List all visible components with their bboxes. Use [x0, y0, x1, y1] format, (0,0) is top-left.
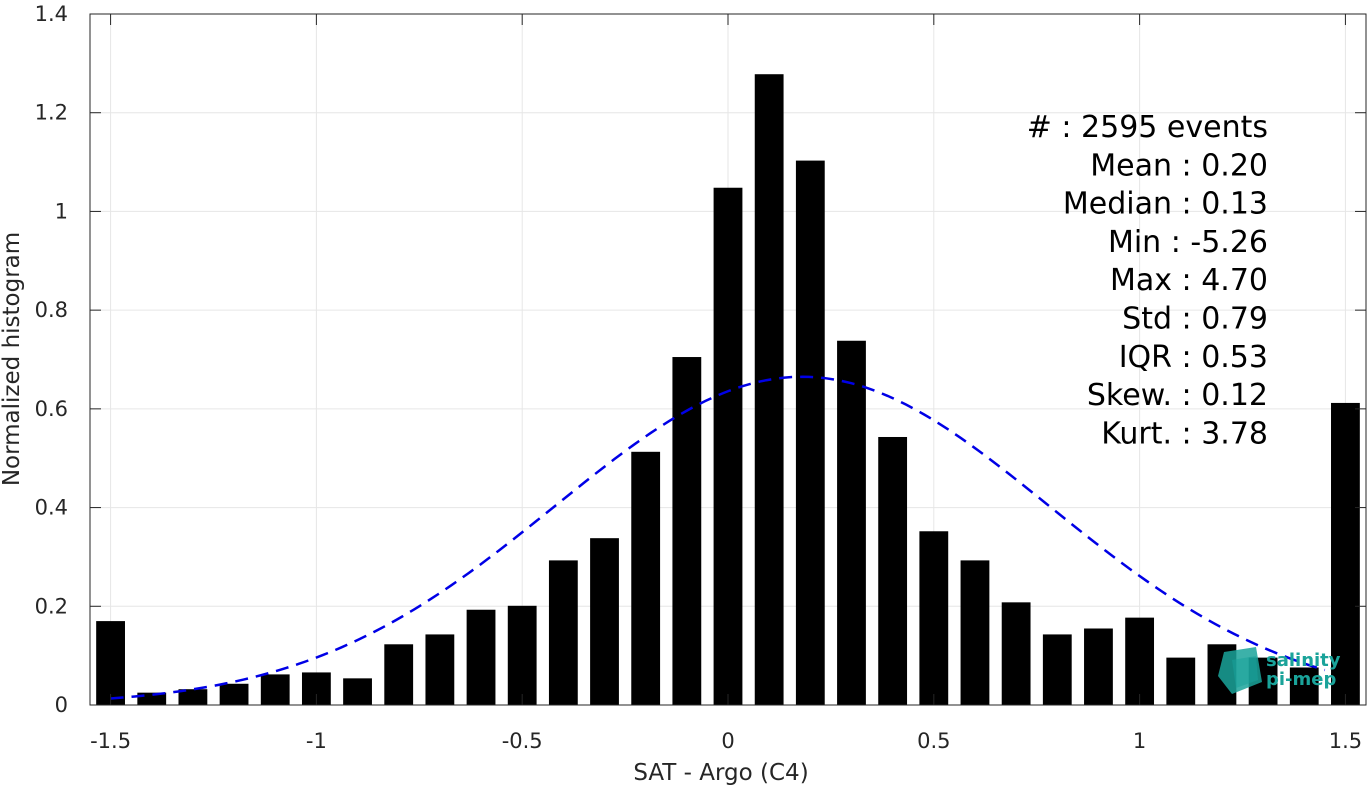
x-tick-label: -0.5 — [502, 729, 543, 753]
histogram-bar — [795, 160, 825, 706]
x-tick-label: -1 — [306, 729, 327, 753]
x-axis-title: SAT - Argo (C4) — [633, 760, 808, 786]
histogram-bar — [590, 538, 619, 705]
histogram-bar — [1331, 402, 1360, 705]
y-axis-title: Normalized histogram — [0, 232, 25, 486]
y-tick-label: 0.8 — [35, 298, 68, 322]
histogram-bar — [507, 605, 537, 705]
x-tick-label: 0 — [721, 729, 734, 753]
y-tick-label: 0.2 — [35, 594, 68, 618]
stat-line: IQR : 0.53 — [1119, 340, 1268, 375]
histogram-bar — [1084, 628, 1113, 705]
x-tick-label: -1.5 — [90, 729, 131, 753]
histogram-bar — [260, 674, 290, 705]
histogram-bar — [960, 560, 990, 705]
stat-line: Min : -5.26 — [1108, 225, 1268, 260]
histogram-bar — [219, 683, 249, 705]
logo-mark-shade-icon — [1232, 656, 1258, 688]
histogram-bar — [1166, 657, 1196, 705]
histogram-bar — [1125, 617, 1155, 705]
stat-line: Max : 4.70 — [1110, 263, 1268, 298]
histogram-bar — [96, 621, 125, 705]
histogram-bar — [1001, 602, 1031, 705]
histogram-bar — [631, 451, 661, 705]
histogram-bars — [96, 74, 1360, 706]
histogram-bar — [343, 678, 372, 705]
stat-line: Kurt. : 3.78 — [1101, 416, 1268, 451]
stat-line: # : 2595 events — [1027, 110, 1268, 145]
histogram-bar — [384, 644, 414, 705]
y-tick-label: 1 — [55, 199, 68, 223]
stat-line: Skew. : 0.12 — [1087, 378, 1268, 413]
y-tick-labels: 0 0.2 0.4 0.6 0.8 1 1.2 1.4 — [35, 2, 68, 717]
x-tick-labels: -1.5 -1 -0.5 0 0.5 1 1.5 — [90, 729, 1362, 753]
y-tick-label: 0 — [55, 693, 68, 717]
histogram-bar — [548, 560, 578, 705]
y-tick-label: 0.6 — [35, 397, 68, 421]
histogram-bar — [672, 357, 702, 705]
stat-line: Std : 0.79 — [1122, 302, 1268, 337]
y-tick-label: 1.2 — [35, 101, 68, 125]
x-tick-label: 1 — [1133, 729, 1146, 753]
histogram-bar — [1042, 634, 1072, 705]
y-tick-label: 1.4 — [35, 2, 68, 26]
stat-line: Median : 0.13 — [1063, 187, 1268, 222]
salinity-pi-mep-logo: salinity pi-mep — [1218, 647, 1341, 694]
x-tick-label: 1.5 — [1329, 729, 1362, 753]
logo-text-pi-mep: pi-mep — [1266, 669, 1336, 690]
gaussian-fit-curve — [110, 375, 1326, 700]
histogram-bar — [919, 531, 949, 705]
x-tick-label: 0.5 — [917, 729, 950, 753]
histogram-bar — [425, 634, 455, 705]
histogram-bar — [137, 692, 167, 705]
logo-text-salinity: salinity — [1266, 650, 1341, 671]
histogram-bar — [878, 436, 908, 705]
histogram-bar — [713, 187, 743, 706]
histogram-bar — [466, 609, 496, 705]
histogram-bar — [754, 74, 784, 706]
stat-line: Mean : 0.20 — [1090, 148, 1268, 183]
histogram-bar — [837, 340, 866, 705]
axes-frame — [89, 13, 1367, 706]
y-tick-label: 0.4 — [35, 496, 68, 520]
histogram-bar — [1289, 667, 1319, 705]
histogram-bar — [178, 689, 208, 705]
